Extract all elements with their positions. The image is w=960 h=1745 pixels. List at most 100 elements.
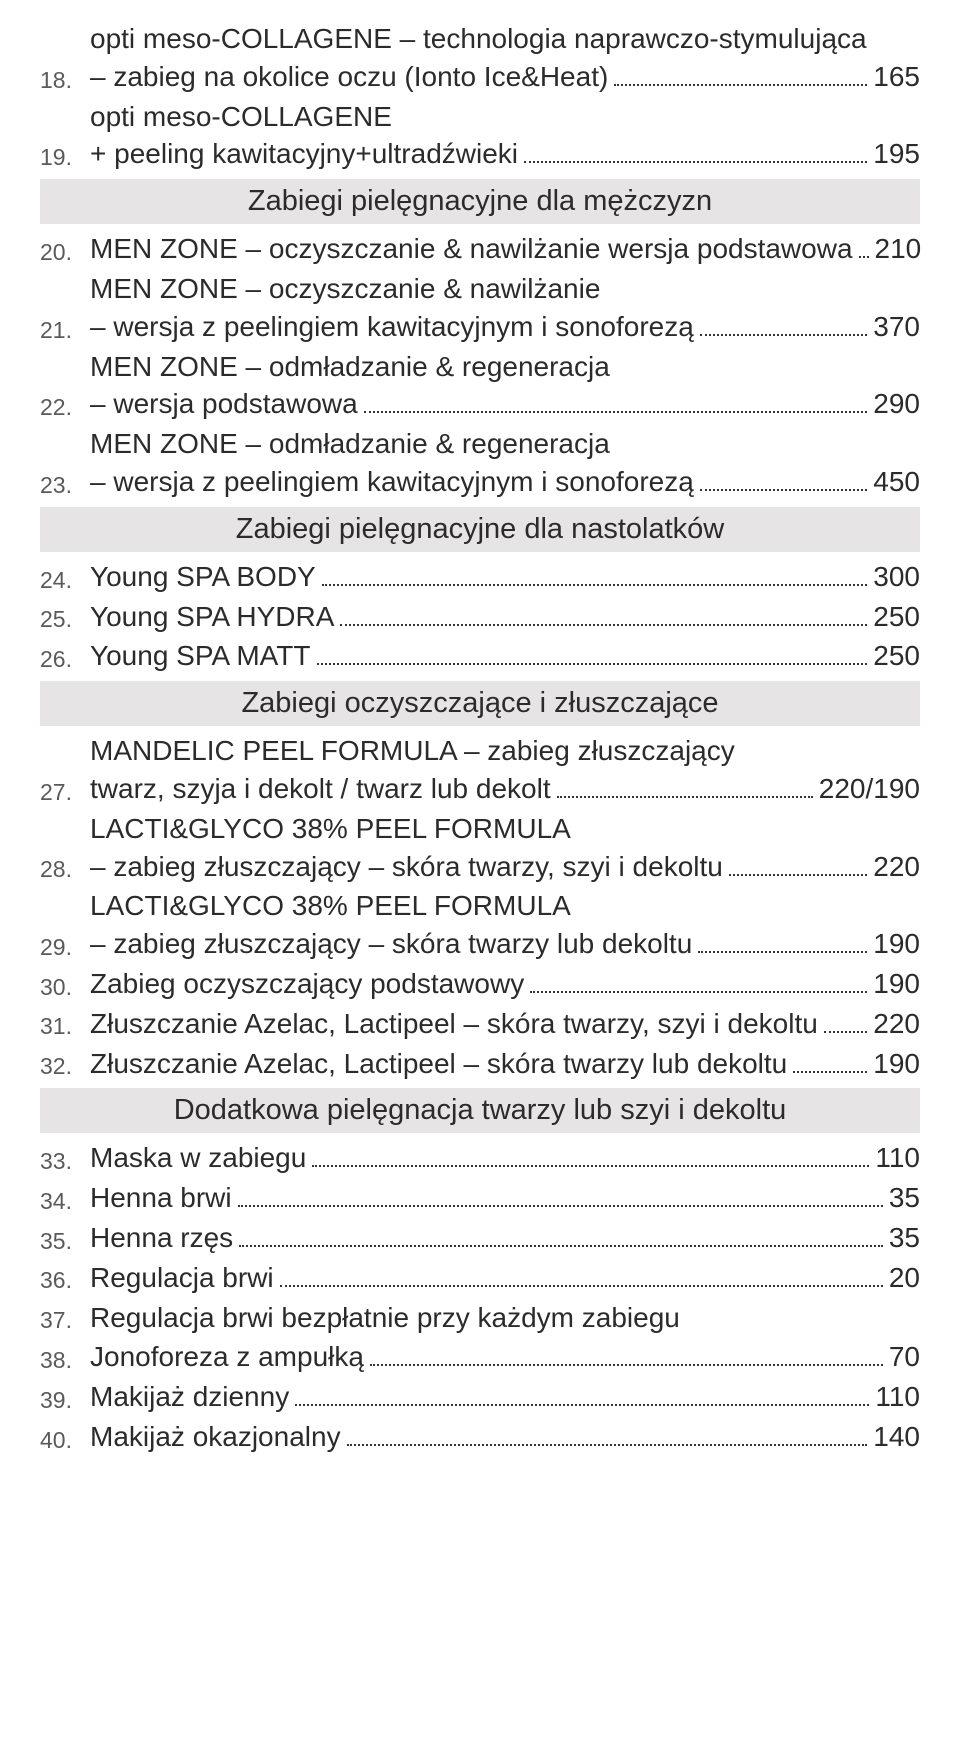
item-body: Young SPA HYDRA250 (90, 598, 920, 636)
section-header: Dodatkowa pielęgnacja twarzy lub szyi i … (40, 1088, 920, 1133)
item-last-line: – wersja z peelingiem kawitacyjnym i son… (90, 308, 920, 346)
price-item: 20.MEN ZONE – oczyszczanie & nawilżanie … (40, 230, 920, 268)
item-body: Henna brwi35 (90, 1179, 920, 1217)
item-number: 39. (40, 1379, 90, 1416)
dot-leader (322, 561, 868, 586)
item-text-line: MEN ZONE – oczyszczanie & nawilżanie (90, 270, 920, 308)
item-last-line: Maska w zabiegu110 (90, 1139, 920, 1177)
dot-leader (370, 1341, 883, 1366)
price-item: 34.Henna brwi35 (40, 1179, 920, 1217)
item-body: opti meso-COLLAGENE – technologia napraw… (90, 20, 920, 96)
item-last-line: Young SPA BODY300 (90, 558, 920, 596)
price-item: 21.MEN ZONE – oczyszczanie & nawilżanie–… (40, 270, 920, 346)
item-body: LACTI&GLYCO 38% PEEL FORMULA– zabieg złu… (90, 887, 920, 963)
price-item: 24.Young SPA BODY300 (40, 558, 920, 596)
item-text-line: opti meso-COLLAGENE – technologia napraw… (90, 20, 920, 58)
item-body: Złuszczanie Azelac, Lactipeel – skóra tw… (90, 1005, 920, 1043)
item-last-text: – zabieg na okolice oczu (Ionto Ice&Heat… (90, 58, 608, 96)
item-number: 40. (40, 1419, 90, 1456)
item-number: 32. (40, 1045, 90, 1082)
price-item: 35.Henna rzęs 35 (40, 1219, 920, 1257)
price-item: 19.opti meso-COLLAGENE+ peeling kawitacy… (40, 98, 920, 174)
item-price: 370 (873, 308, 920, 346)
item-number: 20. (40, 231, 90, 268)
dot-leader (280, 1262, 883, 1287)
item-last-line: Złuszczanie Azelac, Lactipeel – skóra tw… (90, 1005, 920, 1043)
item-price: 220 (873, 848, 920, 886)
item-last-text: Jonoforeza z ampułką (90, 1338, 364, 1376)
item-number: 29. (40, 926, 90, 963)
item-last-text: MEN ZONE – oczyszczanie & nawilżanie wer… (90, 230, 853, 268)
item-last-line: – wersja podstawowa 290 (90, 385, 920, 423)
item-price: 220 (873, 1005, 920, 1043)
item-last-text: Złuszczanie Azelac, Lactipeel – skóra tw… (90, 1045, 787, 1083)
item-text-line: MEN ZONE – odmładzanie & regeneracja (90, 425, 920, 463)
item-last-line: – zabieg złuszczający – skóra twarzy lub… (90, 925, 920, 963)
item-last-line: + peeling kawitacyjny+ultradźwieki195 (90, 135, 920, 173)
item-last-text: Henna rzęs (90, 1219, 233, 1257)
item-number: 21. (40, 309, 90, 346)
item-text-line: MANDELIC PEEL FORMULA – zabieg złuszczaj… (90, 732, 920, 770)
item-number: 36. (40, 1259, 90, 1296)
item-text-line: LACTI&GLYCO 38% PEEL FORMULA (90, 887, 920, 925)
item-last-line: Henna rzęs 35 (90, 1219, 920, 1257)
item-last-line: – wersja z peelingiem kawitacyjnym i son… (90, 463, 920, 501)
item-body: Jonoforeza z ampułką70 (90, 1338, 920, 1376)
item-number: 22. (40, 386, 90, 423)
item-last-line: MEN ZONE – oczyszczanie & nawilżanie wer… (90, 230, 921, 268)
item-last-text: Regulacja brwi bezpłatnie przy każdym za… (90, 1299, 680, 1337)
item-last-line: – zabieg na okolice oczu (Ionto Ice&Heat… (90, 58, 920, 96)
item-body: MEN ZONE – odmładzanie & regeneracja– we… (90, 348, 920, 424)
item-last-text: Makijaż dzienny (90, 1378, 289, 1416)
dot-leader (700, 466, 867, 491)
dot-leader (700, 311, 867, 336)
item-price: 195 (873, 135, 920, 173)
item-text-line: LACTI&GLYCO 38% PEEL FORMULA (90, 810, 920, 848)
price-item: 38.Jonoforeza z ampułką70 (40, 1338, 920, 1376)
item-price: 450 (873, 463, 920, 501)
price-item: 39.Makijaż dzienny 110 (40, 1378, 920, 1416)
price-item: 18.opti meso-COLLAGENE – technologia nap… (40, 20, 920, 96)
item-last-text: – zabieg złuszczający – skóra twarzy, sz… (90, 848, 723, 886)
item-last-line: Henna brwi35 (90, 1179, 920, 1217)
item-number: 26. (40, 638, 90, 675)
item-number: 33. (40, 1140, 90, 1177)
item-price: 20 (889, 1259, 920, 1297)
dot-leader (824, 1008, 867, 1033)
item-last-text: Makijaż okazjonalny (90, 1418, 341, 1456)
item-price: 190 (873, 965, 920, 1003)
item-last-line: Regulacja brwi bezpłatnie przy każdym za… (90, 1299, 920, 1337)
item-body: Regulacja brwi bezpłatnie przy każdym za… (90, 1299, 920, 1337)
price-item: 29.LACTI&GLYCO 38% PEEL FORMULA– zabieg … (40, 887, 920, 963)
item-price: 290 (873, 385, 920, 423)
item-last-text: – wersja podstawowa (90, 385, 358, 423)
item-body: Złuszczanie Azelac, Lactipeel – skóra tw… (90, 1045, 920, 1083)
item-body: Maska w zabiegu110 (90, 1139, 920, 1177)
item-number: 18. (40, 59, 90, 96)
item-body: Henna rzęs 35 (90, 1219, 920, 1257)
item-price: 110 (875, 1378, 920, 1416)
price-item: 32.Złuszczanie Azelac, Lactipeel – skóra… (40, 1045, 920, 1083)
item-number: 37. (40, 1299, 90, 1336)
item-last-text: Złuszczanie Azelac, Lactipeel – skóra tw… (90, 1005, 818, 1043)
item-body: Young SPA MATT250 (90, 637, 920, 675)
dot-leader (295, 1381, 869, 1406)
item-last-text: Henna brwi (90, 1179, 232, 1217)
price-item: 27.MANDELIC PEEL FORMULA – zabieg złuszc… (40, 732, 920, 808)
item-price: 220/190 (819, 770, 920, 808)
item-number: 19. (40, 136, 90, 173)
dot-leader (530, 968, 867, 993)
price-item: 28.LACTI&GLYCO 38% PEEL FORMULA– zabieg … (40, 810, 920, 886)
dot-leader (557, 773, 813, 798)
dot-leader (729, 850, 867, 875)
section-header: Zabiegi oczyszczające i złuszczające (40, 681, 920, 726)
item-last-text: Young SPA HYDRA (90, 598, 334, 636)
item-body: Regulacja brwi20 (90, 1259, 920, 1297)
price-item: 31.Złuszczanie Azelac, Lactipeel – skóra… (40, 1005, 920, 1043)
dot-leader (340, 600, 867, 625)
item-last-text: Young SPA MATT (90, 637, 311, 675)
dot-leader (312, 1142, 869, 1167)
item-price: 35 (889, 1219, 920, 1257)
item-price: 165 (873, 58, 920, 96)
item-number: 35. (40, 1220, 90, 1257)
